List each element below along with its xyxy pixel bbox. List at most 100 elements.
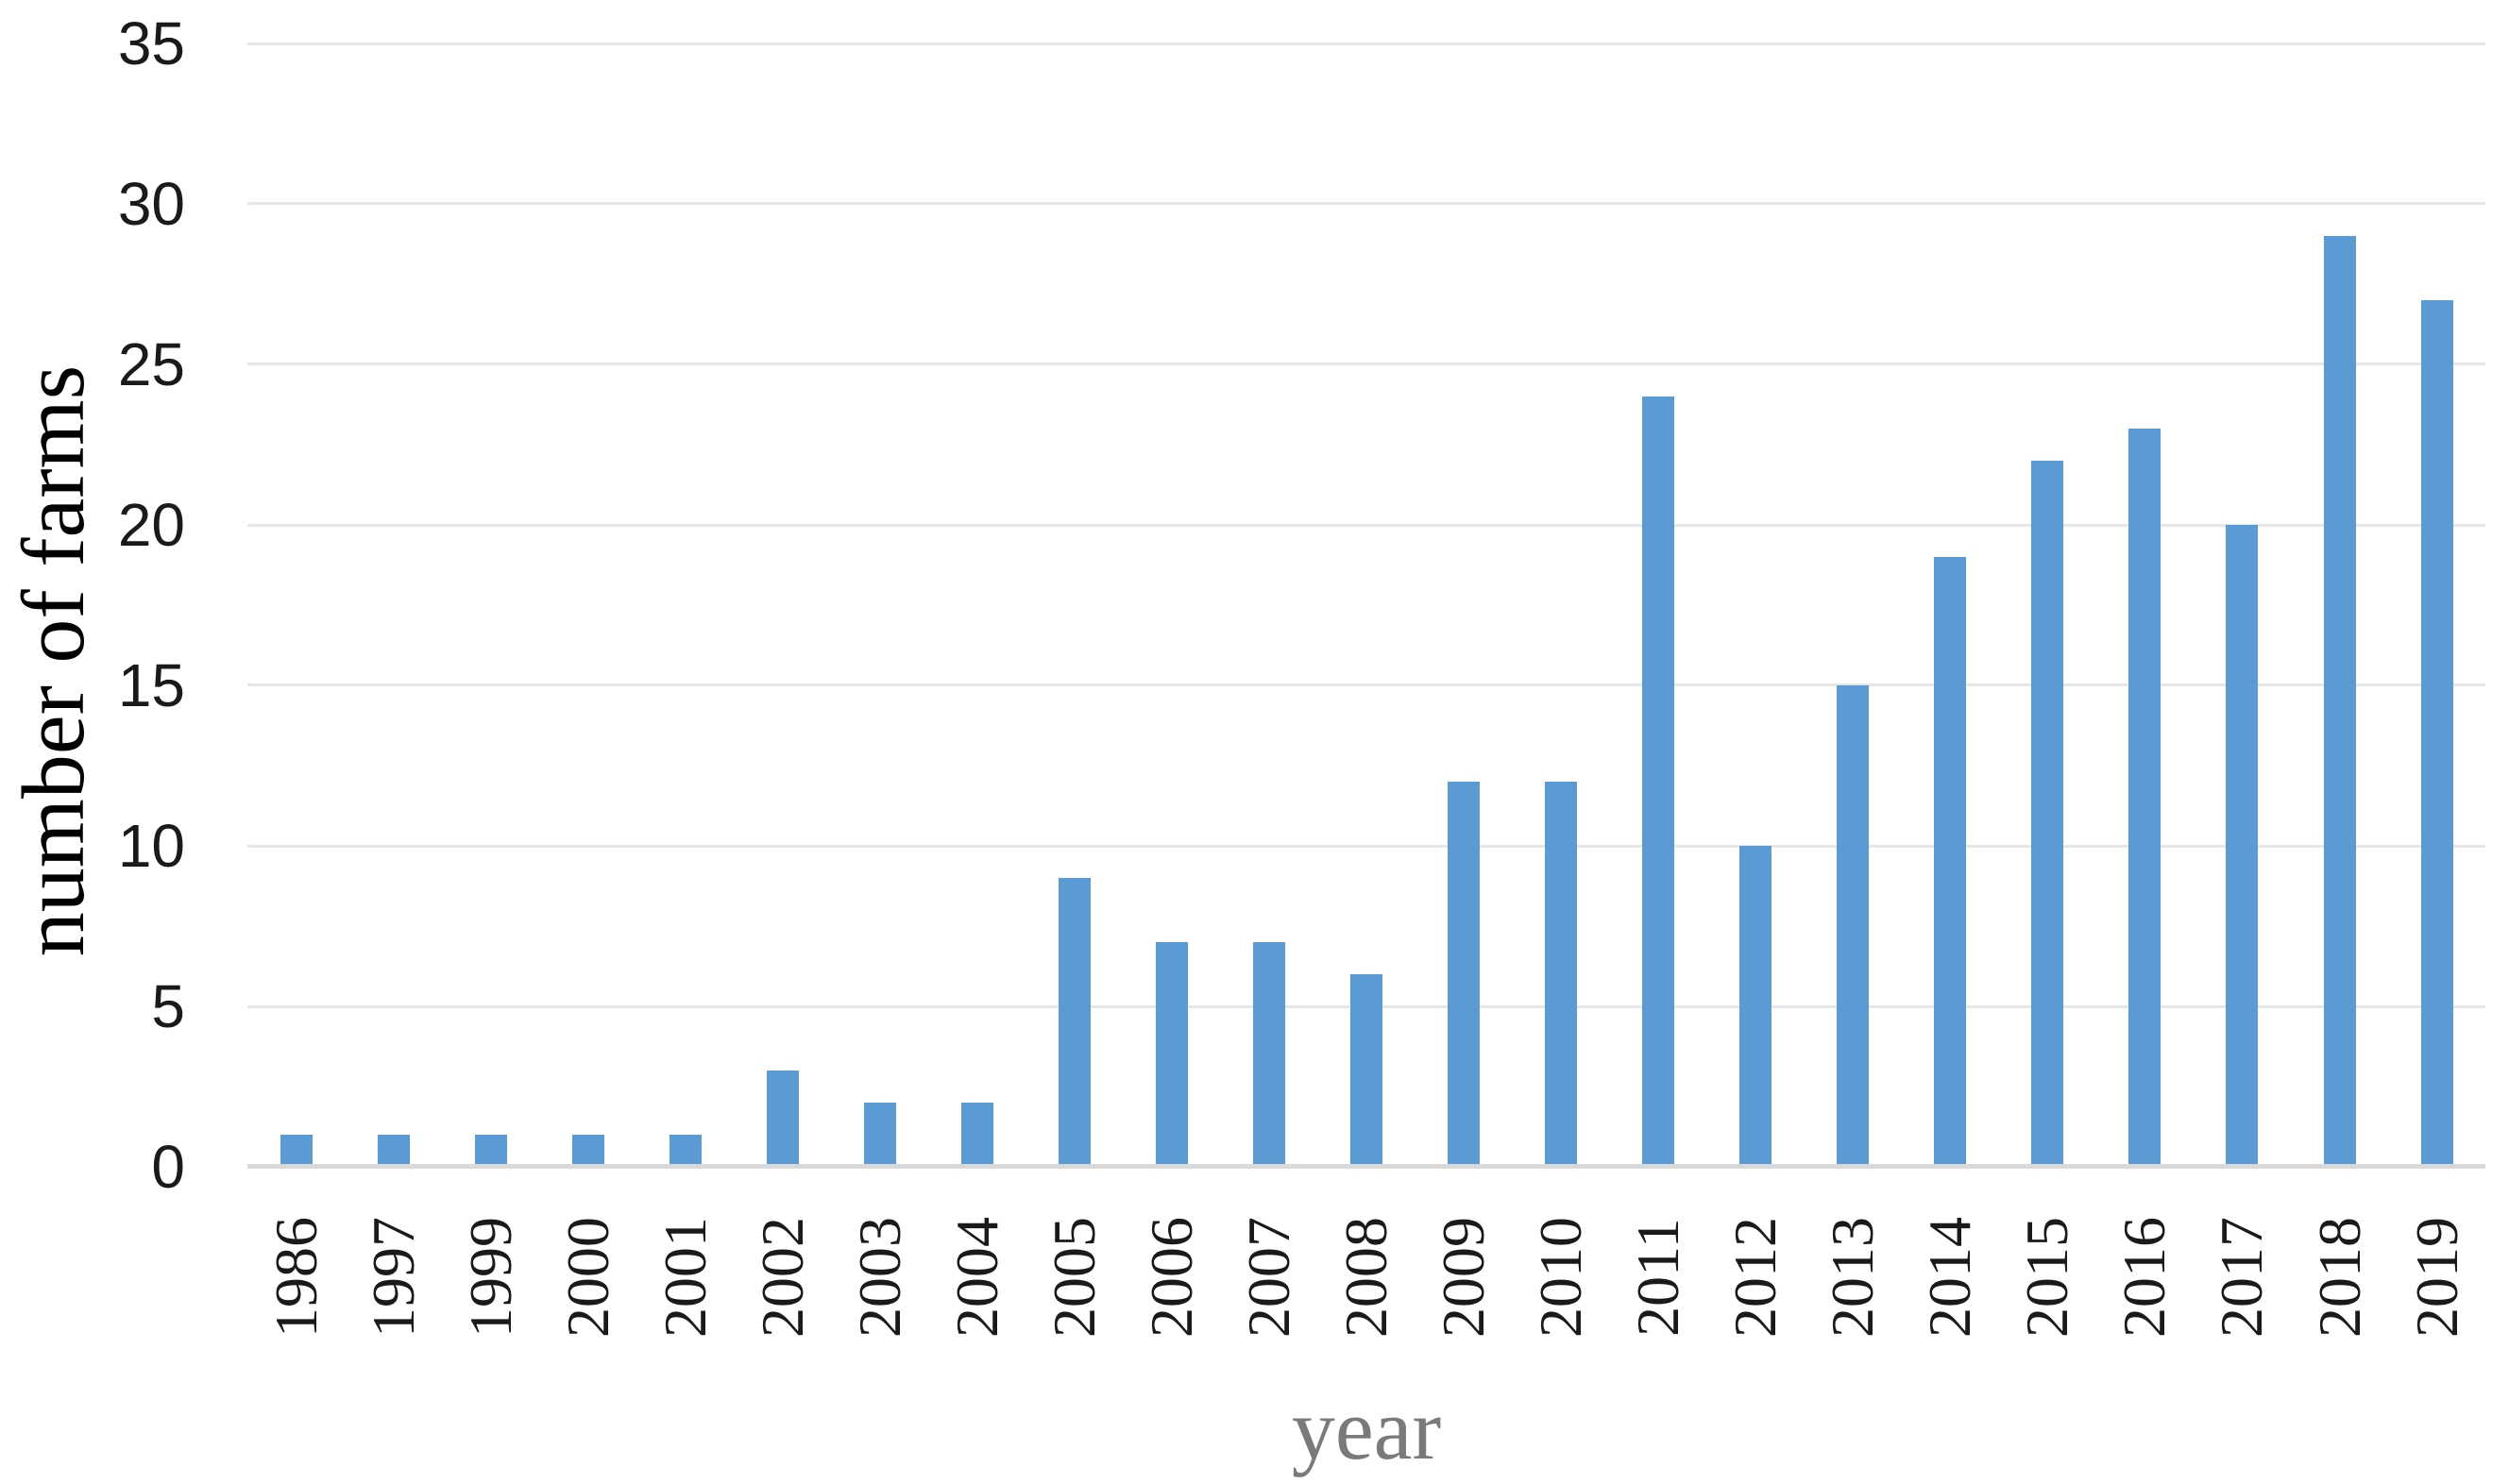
x-tick-slot: 2014 xyxy=(1902,1197,1999,1358)
bar-1999 xyxy=(474,1135,507,1167)
bar-slot xyxy=(734,43,831,1167)
bar-slot xyxy=(831,43,928,1167)
bar-slot xyxy=(2388,43,2485,1167)
bar-2012 xyxy=(1739,846,1772,1167)
bars-layer xyxy=(247,43,2485,1167)
bar-2001 xyxy=(669,1135,702,1167)
bar-slot xyxy=(2096,43,2194,1167)
x-tick-label: 2013 xyxy=(1819,1217,1887,1338)
x-tick-slot: 2009 xyxy=(1416,1197,1513,1358)
bar-2007 xyxy=(1252,942,1285,1167)
x-tick-slot: 1999 xyxy=(442,1197,539,1358)
y-tick-label: 10 xyxy=(117,812,185,880)
x-tick-slot: 2016 xyxy=(2096,1197,2194,1358)
x-tick-slot: 2019 xyxy=(2388,1197,2485,1358)
x-tick-label: 2014 xyxy=(1916,1217,1984,1338)
x-tick-label: 2008 xyxy=(1332,1217,1400,1338)
x-tick-slot: 2017 xyxy=(2194,1197,2291,1358)
bar-slot xyxy=(2194,43,2291,1167)
y-tick-label: 15 xyxy=(117,651,185,719)
gridline xyxy=(247,202,2485,206)
x-tick-label: 2002 xyxy=(748,1217,816,1338)
x-tick-label: 2010 xyxy=(1527,1217,1595,1338)
bar-slot xyxy=(2291,43,2388,1167)
x-tick-label: 1999 xyxy=(456,1217,524,1338)
x-tick-label: 2018 xyxy=(2305,1217,2373,1338)
bar-2013 xyxy=(1837,685,1870,1167)
y-axis-tick-labels: 0 5 10 15 20 25 30 35 xyxy=(0,13,185,1197)
bar-slot xyxy=(442,43,539,1167)
bar-2016 xyxy=(2128,429,2161,1167)
bar-slot xyxy=(1999,43,2096,1167)
gridline xyxy=(247,363,2485,366)
bar-2002 xyxy=(766,1071,799,1167)
x-tick-slot: 2000 xyxy=(539,1197,636,1358)
x-tick-label: 1986 xyxy=(262,1217,330,1338)
x-tick-label: 1997 xyxy=(359,1217,427,1338)
x-tick-label: 2012 xyxy=(1721,1217,1789,1338)
x-tick-label: 2007 xyxy=(1234,1217,1302,1338)
x-axis-tick-labels: 1986 1997 1999 2000 2001 2002 2003 2004 2005 2006… xyxy=(247,1197,2485,1358)
bar-slot xyxy=(1220,43,1317,1167)
bar-2005 xyxy=(1058,878,1091,1167)
bar-slot xyxy=(1610,43,1707,1167)
bar-slot xyxy=(1707,43,1805,1167)
bar-slot xyxy=(1026,43,1123,1167)
y-tick-label: 5 xyxy=(151,972,185,1040)
x-tick-slot: 2015 xyxy=(1999,1197,2096,1358)
bar-2010 xyxy=(1545,782,1578,1167)
bar-slot xyxy=(247,43,345,1167)
x-tick-label: 2001 xyxy=(651,1217,719,1338)
bar-2018 xyxy=(2323,236,2356,1167)
x-tick-label: 2009 xyxy=(1430,1217,1498,1338)
bar-2015 xyxy=(2031,461,2064,1167)
y-tick-label: 35 xyxy=(117,9,185,77)
x-tick-label: 2003 xyxy=(845,1217,913,1338)
y-tick-label: 30 xyxy=(117,170,185,238)
x-tick-label: 2005 xyxy=(1040,1217,1108,1338)
bar-slot xyxy=(345,43,442,1167)
x-tick-label: 2004 xyxy=(942,1217,1010,1338)
y-tick-label: 25 xyxy=(117,330,185,398)
x-tick-slot: 2012 xyxy=(1707,1197,1805,1358)
x-tick-slot: 2004 xyxy=(928,1197,1026,1358)
x-tick-label: 2019 xyxy=(2402,1217,2470,1338)
gridline xyxy=(247,683,2485,687)
bar-2003 xyxy=(863,1103,896,1167)
x-tick-slot: 2013 xyxy=(1805,1197,1902,1358)
bar-2019 xyxy=(2420,300,2453,1167)
x-tick-slot: 2018 xyxy=(2291,1197,2388,1358)
x-tick-slot: 2011 xyxy=(1610,1197,1707,1358)
bar-2006 xyxy=(1155,942,1188,1167)
bar-2011 xyxy=(1642,396,1675,1167)
gridline xyxy=(247,844,2485,848)
x-tick-label: 2017 xyxy=(2208,1217,2276,1338)
bar-slot xyxy=(636,43,734,1167)
bar-slot xyxy=(928,43,1026,1167)
x-tick-label: 2000 xyxy=(553,1217,621,1338)
x-tick-slot: 2003 xyxy=(831,1197,928,1358)
plot-area xyxy=(247,42,2485,1169)
bar-1986 xyxy=(280,1135,313,1167)
bar-slot xyxy=(1123,43,1220,1167)
x-tick-label: 2016 xyxy=(2111,1217,2178,1338)
x-tick-slot: 2010 xyxy=(1513,1197,1610,1358)
x-tick-label: 2015 xyxy=(2013,1217,2081,1338)
bar-2004 xyxy=(960,1103,993,1167)
x-tick-slot: 2005 xyxy=(1026,1197,1123,1358)
bar-2017 xyxy=(2226,525,2259,1167)
gridline xyxy=(247,42,2485,45)
gridline xyxy=(247,523,2485,527)
x-axis-line xyxy=(247,1164,2485,1169)
y-tick-label: 20 xyxy=(117,491,185,559)
x-tick-slot: 1986 xyxy=(247,1197,345,1358)
bar-2009 xyxy=(1448,782,1481,1167)
x-tick-label: 2006 xyxy=(1137,1217,1205,1338)
bar-slot xyxy=(539,43,636,1167)
bar-slot xyxy=(1513,43,1610,1167)
x-tick-slot: 2008 xyxy=(1318,1197,1416,1358)
bar-1997 xyxy=(377,1135,410,1167)
bar-slot xyxy=(1318,43,1416,1167)
x-tick-label: 2011 xyxy=(1624,1218,1692,1337)
